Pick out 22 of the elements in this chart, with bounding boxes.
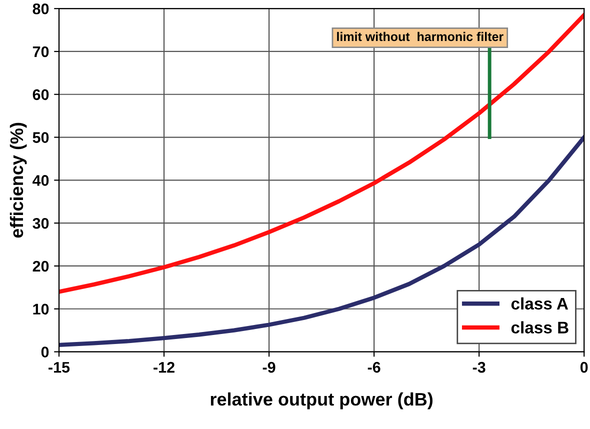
y-tick-label: 60 — [32, 89, 49, 100]
y-tick-label: 10 — [33, 304, 49, 315]
legend-label: class A — [511, 297, 568, 310]
x-tick-label: -9 — [262, 362, 276, 373]
y-tick-label: 40 — [32, 175, 49, 186]
y-tick-label: 80 — [32, 3, 49, 14]
x-tick-label: -3 — [472, 362, 486, 373]
y-tick-label: 70 — [32, 46, 49, 58]
ref-line-label: limit without harmonic filter — [337, 32, 504, 42]
legend-label: class B — [511, 321, 568, 334]
y-tick-label: 20 — [32, 260, 49, 272]
y-axis-title: efficiency (%) — [10, 122, 27, 238]
line-series — [59, 135, 584, 347]
x-tick-label: 0 — [580, 362, 588, 373]
x-tick-label: -12 — [154, 362, 174, 373]
x-tick-label: -6 — [368, 362, 380, 373]
x-axis-title: relative output power (dB) — [210, 392, 433, 410]
line-series — [59, 12, 584, 294]
y-tick-label: 50 — [32, 132, 49, 143]
y-tick-label: 30 — [32, 218, 49, 229]
y-tick-label: 0 — [41, 346, 49, 358]
x-tick-label: -15 — [48, 362, 70, 373]
